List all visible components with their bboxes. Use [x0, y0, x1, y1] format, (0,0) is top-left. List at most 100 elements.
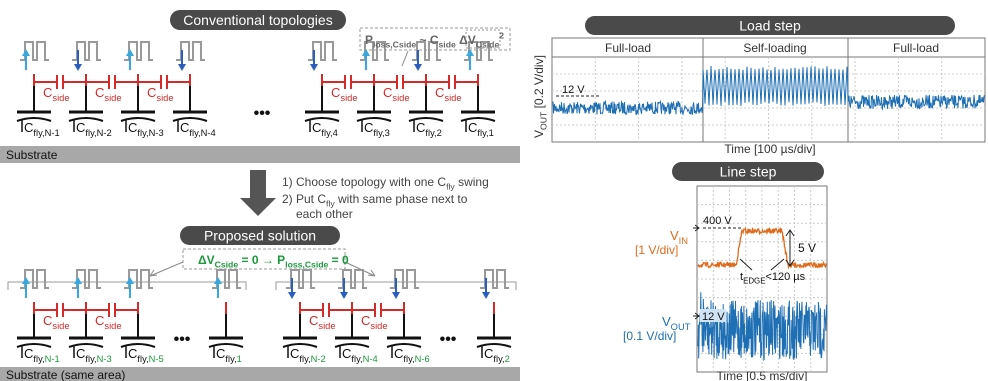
section-title: Conventional topologies [183, 12, 332, 28]
text-part: fly, [493, 354, 504, 364]
rich-text: Cfly,N-2 [290, 346, 326, 364]
text-part: side [370, 321, 387, 331]
text-part: 2 [499, 31, 504, 41]
text-part: Cside [215, 260, 239, 270]
rich-text: Cfly,N-3 [128, 120, 164, 138]
switching-waveform [124, 42, 153, 60]
switching-waveform [20, 270, 49, 288]
substrate-label: Substrate [6, 148, 58, 162]
text-part: C [331, 85, 340, 100]
switching-waveform [286, 270, 315, 288]
text-part: fly,N-1 [33, 128, 59, 138]
text-part: [1 V/div] [635, 243, 678, 257]
text-part: fly,N-2 [85, 128, 111, 138]
text-part: fly,1 [477, 128, 493, 138]
rich-text: Cfly,N-4 [180, 120, 216, 138]
rich-text: each other [296, 207, 353, 221]
rich-text: Cfly,4 [312, 120, 338, 138]
text-part: C [468, 120, 477, 135]
phase-label: Self-loading [743, 41, 806, 55]
switching-waveform [480, 270, 509, 288]
text-part: ~ C [416, 33, 439, 47]
switching-waveform [338, 270, 367, 288]
text-part: fly,4 [321, 128, 337, 138]
text-part: C [435, 85, 444, 100]
swing-arrow-head [414, 64, 422, 71]
text-part: side [439, 40, 456, 50]
swing-arrow-head [340, 292, 348, 299]
rich-text: Cfly,N-1 [24, 346, 60, 364]
substrate-bar [0, 146, 520, 163]
swing-arrow-head [74, 64, 82, 71]
text-part: V [662, 314, 671, 329]
side-cap [109, 303, 115, 317]
text-part: fly,2 [425, 128, 441, 138]
swing-arrow-head [288, 292, 296, 299]
swing-arrow-head [22, 277, 30, 284]
text-part: side [318, 321, 335, 331]
switching-waveform [72, 270, 101, 288]
side-cap [161, 75, 167, 89]
swing-arrow-head [178, 64, 186, 71]
text-part: swing [455, 175, 489, 189]
level-label: 12 V [702, 311, 725, 323]
ellipsis: ••• [254, 105, 271, 122]
swing-arrow-head [126, 49, 134, 56]
text-part: V [670, 228, 679, 243]
delta-label: 5 V [798, 241, 816, 255]
text-part: C [383, 85, 392, 100]
swing-arrow-head [22, 49, 30, 56]
switching-waveform [176, 42, 205, 60]
text-part: side [156, 93, 173, 103]
text-part: C [361, 313, 370, 328]
ellipsis: ••• [174, 331, 191, 348]
ellipsis: ••• [440, 331, 457, 348]
text-part: IN [679, 236, 688, 246]
down-arrow [240, 170, 276, 216]
text-part: N-4 [363, 354, 378, 364]
text-part: C [364, 120, 373, 135]
text-part: C [180, 120, 189, 135]
text-part: OUT [539, 111, 549, 130]
section-title: Load step [739, 18, 801, 34]
text-part: fly, [137, 354, 148, 364]
text-part: side [104, 321, 121, 331]
text-part: C [128, 120, 137, 135]
text-part: loss,Cside [373, 40, 416, 50]
side-cap [449, 75, 455, 89]
figure: Substrate Substrate (same area) Conventi… [0, 0, 988, 381]
text-part: C [309, 313, 318, 328]
level-label: 12 V [562, 84, 585, 96]
side-cap [375, 303, 381, 317]
rich-text: Cfly,N-4 [342, 346, 378, 364]
text-part: C [43, 85, 52, 100]
text-part: side [52, 321, 69, 331]
text-part: C [312, 120, 321, 135]
text-part: side [392, 93, 409, 103]
text-part: C [147, 85, 156, 100]
text-part: C [484, 346, 493, 361]
text-part: fly,N-4 [189, 128, 215, 138]
swing-arrow-head [362, 49, 370, 56]
text-part: 2 [505, 354, 510, 364]
text-part: ΔV [456, 33, 476, 47]
side-cap [109, 75, 115, 89]
text-part: [0.2 V/div] [532, 55, 546, 112]
text-part: C [95, 85, 104, 100]
text-part: fly, [351, 354, 362, 364]
text-part: C [394, 346, 403, 361]
rich-text: Cfly,2 [484, 346, 510, 364]
text-part: fly, [403, 354, 414, 364]
text-part: C [216, 346, 225, 361]
text-part: fly, [33, 354, 44, 364]
rich-text: [0.1 V/div] [623, 329, 676, 343]
swing-arrow-head [310, 64, 318, 71]
side-cap [397, 75, 403, 89]
text-part: side [104, 93, 121, 103]
text-part: fly,3 [373, 128, 389, 138]
text-part: = 0 → P [238, 253, 285, 267]
text-part: side [444, 93, 461, 103]
section-title: Line step [720, 164, 777, 180]
x-axis-label: Time [100 µs/div] [724, 142, 815, 156]
text-part: each other [296, 207, 353, 221]
